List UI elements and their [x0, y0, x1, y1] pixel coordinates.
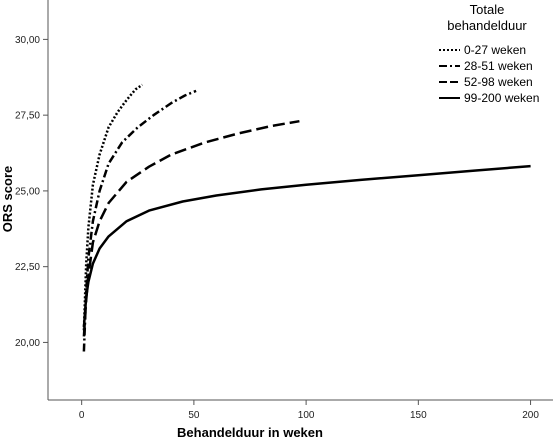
- y-tick-label: 27,50: [15, 111, 40, 122]
- legend-label-99-200-weken: 99-200 weken: [464, 91, 539, 105]
- y-tick-label: 22,50: [15, 262, 40, 273]
- y-axis-title: ORS score: [0, 166, 15, 232]
- legend-label-28-51-weken: 28-51 weken: [464, 59, 533, 73]
- legend-label-0-27-weken: 0-27 weken: [464, 43, 526, 57]
- legend-label-52-98-weken: 52-98 weken: [464, 75, 533, 89]
- x-tick-label: 150: [410, 410, 427, 421]
- x-axis-title: Behandelduur in weken: [177, 425, 323, 438]
- x-tick-label: 0: [79, 410, 85, 421]
- x-tick-label: 50: [188, 410, 200, 421]
- legend: Totale behandelduur 0-27 weken 28-51 weke…: [439, 2, 539, 105]
- y-tick-label: 20,00: [15, 338, 40, 349]
- axes: [47, 0, 553, 401]
- y-tick-label: 25,00: [15, 186, 40, 197]
- ticks-layer: 0 50 100 150 200 20,00 22,50 25,00 27,50 30,00: [15, 35, 539, 421]
- x-tick-label: 100: [298, 410, 315, 421]
- legend-title-line-2: behandelduur: [447, 18, 527, 33]
- legend-items: 0-27 weken 28-51 weken 52-98 weken 99-200 w…: [439, 43, 539, 105]
- series-line-28-51-weken: [82, 89, 197, 352]
- series-layer: [82, 83, 531, 352]
- series-line-52-98-weken: [82, 119, 300, 337]
- legend-title-line-1: Totale: [470, 2, 505, 17]
- series-line-99-200-weken: [82, 164, 531, 328]
- x-tick-label: 200: [522, 410, 539, 421]
- y-tick-label: 30,00: [15, 35, 40, 46]
- series-line-0-27-weken: [82, 83, 144, 331]
